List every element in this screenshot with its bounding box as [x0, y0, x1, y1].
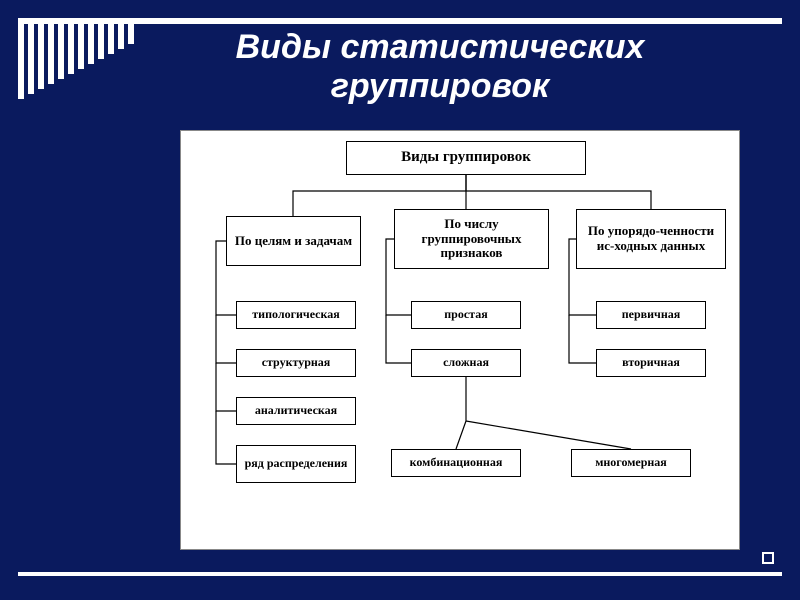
decor-bottom-bar — [18, 572, 782, 576]
node-root: Виды группировок — [346, 141, 586, 175]
node-c2b1: комбинационная — [391, 449, 521, 477]
node-cat1: По целям и задачам — [226, 216, 361, 266]
diagram-edges — [181, 131, 739, 549]
node-c3a: первичная — [596, 301, 706, 329]
decor-corner-square — [762, 552, 774, 564]
node-cat2: По числу группировочных признаков — [394, 209, 549, 269]
slide-title: Виды статистических группировок — [140, 28, 740, 106]
node-cat3: По упорядо-ченности ис-ходных данных — [576, 209, 726, 269]
node-c2b: сложная — [411, 349, 521, 377]
node-c3b: вторичная — [596, 349, 706, 377]
node-c1a: типологическая — [236, 301, 356, 329]
node-c2a: простая — [411, 301, 521, 329]
decor-stripes — [18, 24, 134, 99]
diagram-canvas: Виды группировок По целям и задачам По чис… — [180, 130, 740, 550]
node-c1c: аналитическая — [236, 397, 356, 425]
node-c2b2: многомерная — [571, 449, 691, 477]
node-c1d: ряд распределения — [236, 445, 356, 483]
node-c1b: структурная — [236, 349, 356, 377]
